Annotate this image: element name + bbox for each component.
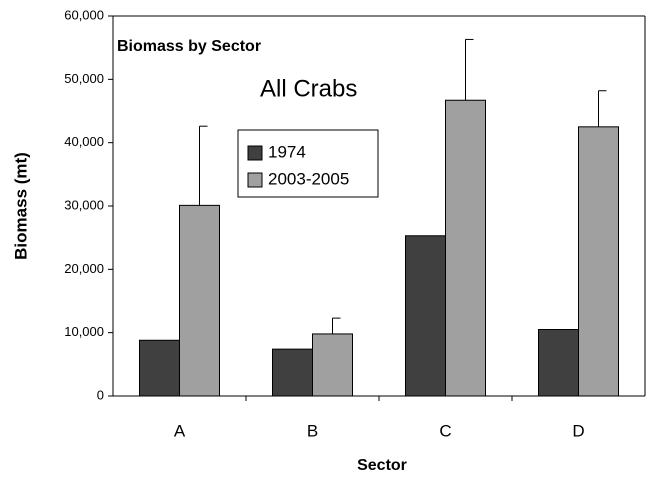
y-tick-label: 0 [97,387,104,402]
bar [179,204,220,397]
chart-title: Biomass by Sector [117,38,261,55]
x-tick-label: D [572,421,584,440]
y-tick-label: 50,000 [64,71,104,86]
legend-swatch [247,172,263,188]
legend-swatch [247,145,263,161]
bar [312,333,353,397]
y-tick-label: 60,000 [64,7,104,22]
y-tick-label: 40,000 [64,134,104,149]
error-bar [465,38,474,101]
x-tick-label: B [307,421,318,440]
legend-label: 1974 [268,142,306,161]
error-bar [199,125,208,206]
y-tick-label: 30,000 [64,197,104,212]
y-tick-label: 20,000 [64,261,104,276]
y-axis-label: Biomass (mt) [11,152,30,260]
bar [578,126,619,397]
legend-label: 2003-2005 [268,169,349,188]
bar [405,235,446,397]
x-tick-label: A [174,421,186,440]
error-bar [598,90,607,127]
bar [139,339,180,397]
bar [445,99,486,397]
bar [272,348,313,397]
bar [538,329,579,397]
error-bar [332,317,341,334]
x-axis-label: Sector [357,457,407,474]
y-tick-label: 10,000 [64,324,104,339]
x-tick-label: C [439,421,451,440]
chart-subtitle: All Crabs [260,75,357,102]
